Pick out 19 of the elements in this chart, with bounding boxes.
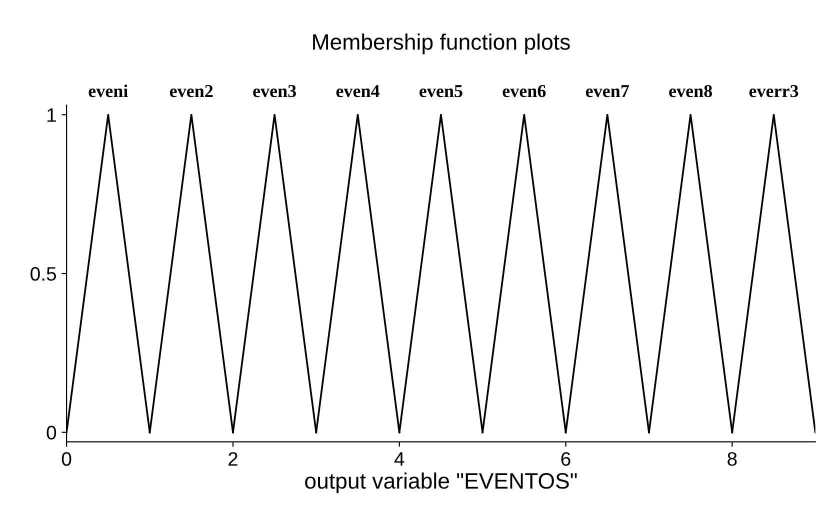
series-label: even7 (586, 85, 629, 98)
x-tick-label: 6 (561, 452, 570, 466)
x-tick-label: 0 (62, 452, 72, 466)
series-label: even8 (669, 84, 712, 98)
series-label: even2 (170, 85, 213, 98)
series-label: everr3 (749, 85, 798, 98)
series-label: even4 (336, 85, 380, 98)
x-axis-title: output variable "EVENTOS" (305, 472, 577, 494)
chart-title: Membership function plots (313, 34, 570, 54)
x-tick-label: 2 (228, 452, 238, 466)
series-label: eveni (88, 84, 128, 98)
x-tick-label: 8 (728, 452, 737, 466)
series-label: even6 (502, 85, 546, 98)
x-tick-label: 4 (394, 452, 404, 466)
series-label: even3 (253, 85, 296, 98)
series-label: even5 (420, 85, 462, 98)
y-tick-label: 0.5 (30, 266, 56, 281)
y-tick-label: 0 (46, 426, 56, 440)
y-tick-label: 1 (48, 108, 56, 122)
